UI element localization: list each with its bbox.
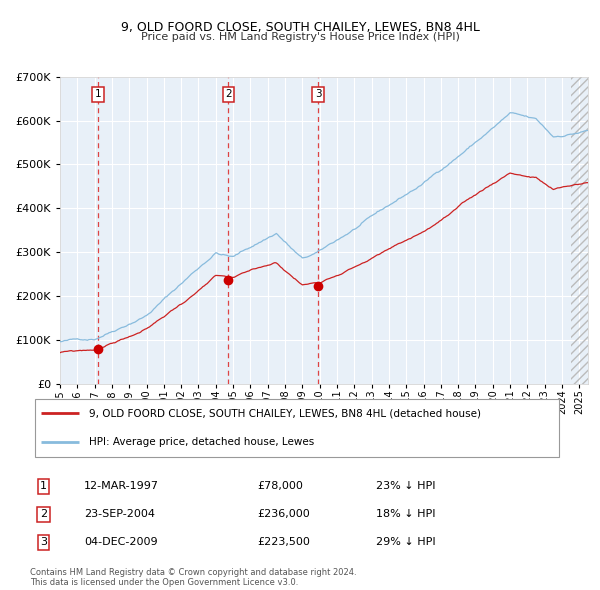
Text: 1: 1 [95, 89, 101, 99]
Text: 9, OLD FOORD CLOSE, SOUTH CHAILEY, LEWES, BN8 4HL: 9, OLD FOORD CLOSE, SOUTH CHAILEY, LEWES… [121, 21, 479, 34]
Text: £236,000: £236,000 [257, 509, 310, 519]
Text: 2: 2 [40, 509, 47, 519]
Text: 3: 3 [40, 537, 47, 548]
Text: 3: 3 [315, 89, 322, 99]
Text: 9, OLD FOORD CLOSE, SOUTH CHAILEY, LEWES, BN8 4HL (detached house): 9, OLD FOORD CLOSE, SOUTH CHAILEY, LEWES… [89, 408, 481, 418]
Text: Price paid vs. HM Land Registry's House Price Index (HPI): Price paid vs. HM Land Registry's House … [140, 32, 460, 42]
Bar [571, 77, 588, 384]
Text: 04-DEC-2009: 04-DEC-2009 [84, 537, 158, 548]
Text: HPI: Average price, detached house, Lewes: HPI: Average price, detached house, Lewe… [89, 437, 314, 447]
Text: 2: 2 [225, 89, 232, 99]
Text: 12-MAR-1997: 12-MAR-1997 [84, 481, 159, 491]
Text: 29% ↓ HPI: 29% ↓ HPI [376, 537, 435, 548]
Text: £78,000: £78,000 [257, 481, 302, 491]
FancyBboxPatch shape [35, 399, 559, 457]
Text: £223,500: £223,500 [257, 537, 310, 548]
Text: 23-SEP-2004: 23-SEP-2004 [84, 509, 155, 519]
Text: 23% ↓ HPI: 23% ↓ HPI [376, 481, 435, 491]
Text: 18% ↓ HPI: 18% ↓ HPI [376, 509, 435, 519]
Text: 1: 1 [40, 481, 47, 491]
Text: Contains HM Land Registry data © Crown copyright and database right 2024.
This d: Contains HM Land Registry data © Crown c… [30, 568, 356, 587]
